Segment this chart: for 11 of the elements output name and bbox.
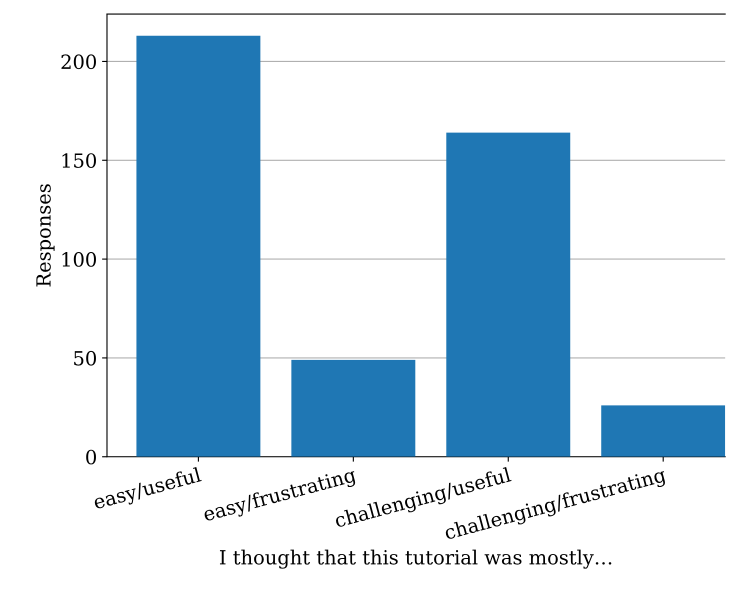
y-tick-label: 150 <box>62 153 96 168</box>
bar <box>446 132 570 457</box>
y-tick-label: 50 <box>74 350 96 366</box>
y-tick-label: 0 <box>86 450 96 464</box>
bar <box>291 360 416 457</box>
bar <box>601 405 726 457</box>
y-axis-title: Responses <box>36 184 55 286</box>
bar <box>136 36 260 457</box>
y-tick-label: 200 <box>61 54 96 70</box>
x-axis-title: I thought that this tutorial was mostly… <box>220 550 612 569</box>
y-tick-label: 100 <box>62 252 96 267</box>
